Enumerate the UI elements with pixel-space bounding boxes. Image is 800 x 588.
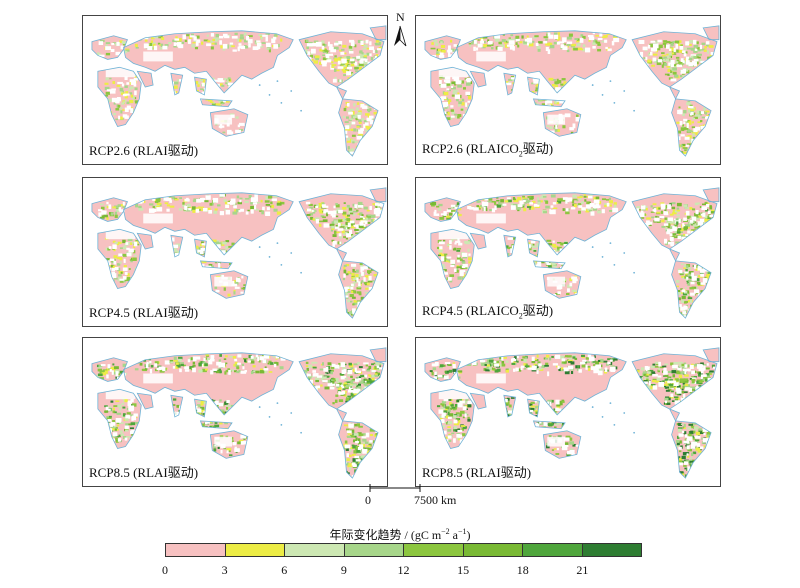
map-panel-2: RCP2.6 (RLAICO2驱动) [415,15,721,165]
legend-swatch-0 [166,544,226,556]
land-arabia [470,71,487,88]
panel-label: RCP8.5 (RLAI驱动) [422,465,532,480]
panel-label: RCP4.5 (RLAI驱动) [89,305,199,320]
world-map [424,347,720,479]
land-arabia [137,71,154,88]
land-greenland [703,347,719,362]
legend-tick-label: 15 [457,563,470,577]
world-map [91,347,387,479]
north-label: N [396,10,405,24]
map-panel-3: RCP4.5 (RLAI驱动) [82,177,388,327]
land-arabia [470,393,487,410]
land-greenland [370,25,386,40]
land-india [503,235,516,257]
legend-tick-label: 3 [221,563,228,577]
legend-tick-label: 18 [516,563,529,577]
legend-swatch-3 [344,544,404,556]
legend-tick-label: 21 [576,563,589,577]
map-panel-4: RCP4.5 (RLAICO2驱动) [415,177,721,327]
legend-swatch-5 [463,544,523,556]
legend-title: 年际变化趋势 / (gC m−2 a−1) [329,527,471,542]
north-arrow-icon [394,25,407,47]
land-greenland [370,347,386,362]
world-map [424,25,720,157]
legend-swatch-6 [523,544,583,556]
world-map [424,187,720,319]
legend-colorbar [165,543,642,557]
legend-swatch-4 [404,544,464,556]
legend-tick-label: 12 [397,563,410,577]
legend-tick-label: 9 [340,563,347,577]
map-panel-1: RCP2.6 (RLAI驱动) [82,15,388,165]
panel-label: RCP8.5 (RLAI驱动) [89,465,199,480]
legend-tick-label: 0 [162,563,168,577]
land-arabia [137,393,154,410]
land-greenland [703,187,719,202]
scale-bar [369,484,421,492]
land-eurasia [456,352,627,415]
land-arabia [470,233,487,250]
world-map [91,25,387,157]
panel-label: RCP4.5 (RLAICO2驱动) [422,303,554,321]
map-panel-6: RCP8.5 (RLAI驱动) [415,337,721,487]
land-greenland [370,187,386,202]
legend-swatch-1 [225,544,285,556]
legend-swatch-7 [582,544,641,556]
legend-swatch-2 [285,544,345,556]
panel-label: RCP2.6 (RLAI驱动) [89,143,199,158]
panel-label: RCP2.6 (RLAICO2驱动) [422,141,554,159]
map-panel-5: RCP8.5 (RLAI驱动) [82,337,388,487]
land-arabia [137,233,154,250]
scale-start-label: 0 [365,493,371,507]
trend-pixels [429,354,718,479]
world-map [91,187,387,319]
land-greenland [703,25,719,40]
scale-end-label: 7500 km [414,493,457,507]
legend-tick-label: 6 [281,563,288,577]
